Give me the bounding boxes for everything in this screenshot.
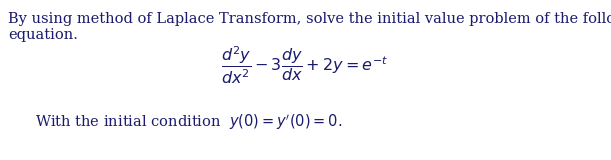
Text: $\dfrac{d^2y}{dx^2} - 3\dfrac{dy}{dx} + 2y = e^{-t}$: $\dfrac{d^2y}{dx^2} - 3\dfrac{dy}{dx} + … bbox=[221, 44, 389, 86]
Text: With the initial condition  $y(0) = y'(0) = 0.$: With the initial condition $y(0) = y'(0)… bbox=[35, 112, 342, 132]
Text: By using method of Laplace Transform, solve the initial value problem of the fol: By using method of Laplace Transform, so… bbox=[8, 12, 611, 26]
Text: equation.: equation. bbox=[8, 28, 78, 42]
